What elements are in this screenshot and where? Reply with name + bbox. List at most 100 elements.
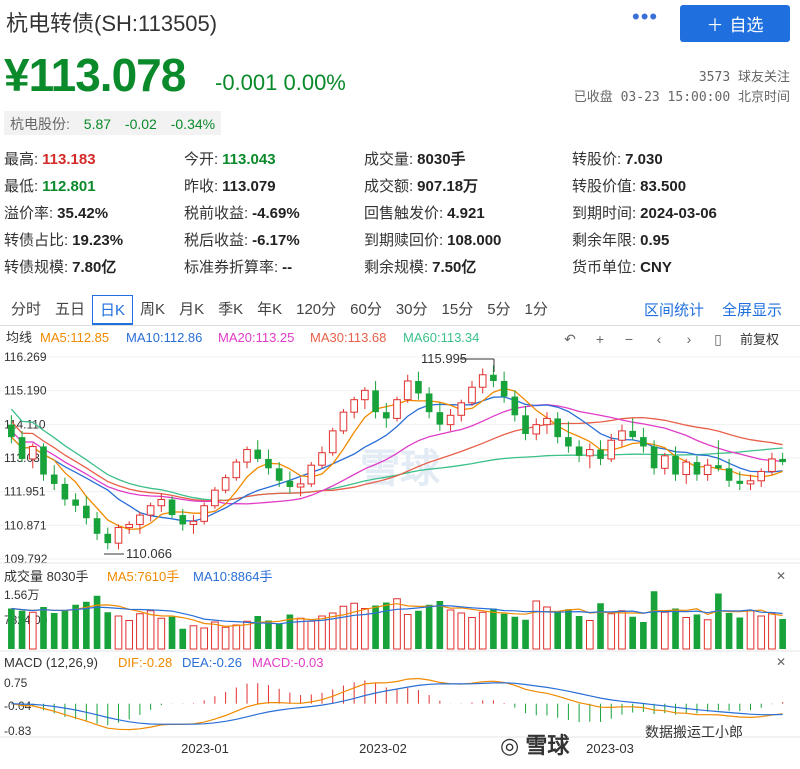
tab-daily-k[interactable]: 日K: [92, 294, 134, 325]
range-stats-link[interactable]: 区间统计: [643, 302, 704, 319]
reset-icon[interactable]: ↶: [564, 331, 576, 347]
volume-bar: [403, 614, 412, 650]
candle-type-icon[interactable]: ▯: [714, 331, 722, 347]
metric-remaining-years: 剩余年限: 0.95: [572, 232, 670, 249]
candle-body: [757, 470, 766, 482]
volume-bar: [40, 607, 47, 649]
tab-timeshare[interactable]: 分时: [11, 300, 42, 318]
volume-bar: [522, 619, 529, 649]
metric-conversion-value: 转股价值: 83.500: [572, 178, 687, 195]
candle-body: [179, 515, 187, 525]
volume-bar: [339, 605, 348, 650]
volume-bar: [693, 614, 701, 649]
candlesticks: [8, 365, 786, 550]
volume-bar: [650, 591, 658, 649]
tab-15min[interactable]: 15分: [441, 300, 474, 318]
adjust-mode[interactable]: 前复权: [740, 332, 779, 347]
macd-value: MACD:-0.03: [252, 655, 324, 670]
tab-60min[interactable]: 60分: [350, 300, 382, 318]
volume-bar: [189, 625, 198, 650]
zoom-out-icon[interactable]: −: [625, 331, 633, 347]
metric-row: 转债占比: 19.23% 税后收益: -6.17% 到期赎回价: 108.000 剩余…: [4, 226, 794, 253]
fullscreen-link[interactable]: 全屏显示: [721, 302, 782, 319]
candle-body: [275, 468, 283, 481]
candle-body: [265, 458, 272, 469]
volume-bar: [93, 595, 101, 649]
volume-bar: [275, 623, 283, 649]
candle-body: [328, 430, 337, 454]
metric-std-conversion: 标准券折算率: --: [184, 259, 293, 276]
candle-body: [146, 505, 155, 516]
price-change: -0.001 0.00%: [215, 70, 346, 95]
volume-bar: [328, 612, 337, 650]
candle-body: [232, 461, 241, 479]
zoom-in-icon[interactable]: +: [596, 331, 604, 347]
footer-brand-text: 雪球: [525, 733, 570, 758]
tab-yearly-k[interactable]: 年K: [257, 300, 283, 318]
candle-body: [339, 411, 348, 432]
metric-high: 最高: 113.183: [4, 151, 96, 168]
tab-5min[interactable]: 5分: [487, 300, 511, 318]
stock-chart[interactable]: 均线 MA5:112.85 MA10:112.86 MA20:113.25 MA…: [0, 327, 800, 769]
high-marker: 115.995: [421, 351, 495, 372]
candle-body: [393, 399, 401, 419]
dif-line: [11, 677, 783, 731]
volume-bar: [490, 608, 497, 649]
tab-quarterly-k[interactable]: 季K: [218, 300, 244, 318]
volume-bar: [243, 620, 251, 650]
volume-bar: [586, 620, 594, 650]
candle-body: [586, 449, 594, 457]
macd-ytick: -0.83: [4, 724, 32, 738]
tab-five-day[interactable]: 五日: [55, 300, 86, 318]
tab-120min[interactable]: 120分: [296, 300, 337, 318]
volume-bar: [18, 610, 26, 649]
volume-bar: [104, 612, 112, 649]
scroll-right-icon[interactable]: ›: [687, 331, 692, 347]
metric-bond-size: 转债规模: 7.80亿: [4, 259, 117, 276]
tab-1min[interactable]: 1分: [524, 300, 548, 318]
footer-author: 数据搬运工小郎: [645, 724, 743, 740]
volume-title: 成交量 8030手: [4, 569, 89, 584]
candle-body: [28, 445, 37, 460]
followers-count[interactable]: 3573 球友关注: [698, 70, 790, 85]
candle-body: [72, 499, 79, 506]
more-icon[interactable]: •••: [632, 4, 659, 29]
candle-body: [768, 458, 776, 472]
stock-change: -0.02: [124, 116, 157, 132]
volume-ma5: MA5:7610手: [107, 569, 179, 584]
candle-body: [243, 449, 251, 463]
metric-prev-close: 昨收: 113.079: [184, 178, 276, 195]
price-ytick: 115.190: [4, 384, 47, 398]
stock-price: 5.87: [83, 116, 112, 132]
metric-turnover: 成交额: 907.18万: [364, 178, 479, 195]
candle-body: [254, 449, 262, 459]
candle-body: [93, 518, 101, 534]
volume-bar: [703, 619, 712, 650]
volume-bar: [446, 609, 455, 650]
macd-ytick: 0.75: [4, 676, 28, 690]
candle-body: [618, 430, 626, 441]
volume-bar: [725, 613, 733, 649]
volume-bar: [50, 613, 58, 649]
volume-bar: [72, 604, 79, 649]
scroll-left-icon[interactable]: ‹: [657, 331, 662, 347]
tab-monthly-k[interactable]: 月K: [179, 300, 205, 318]
add-watchlist-button[interactable]: ＋ 自选: [680, 5, 790, 42]
volume-bar: [672, 608, 679, 649]
underlying-stock[interactable]: 杭电股份: 5.87 -0.02 -0.34%: [4, 111, 222, 135]
volume-bar: [393, 598, 401, 650]
candle-body: [565, 437, 572, 447]
metric-volume: 成交量: 8030手: [364, 151, 466, 168]
metric-bond-ratio: 转债占比: 19.23%: [4, 232, 124, 249]
volume-bar: [478, 611, 487, 650]
candle-body: [318, 452, 326, 466]
candle-body: [296, 483, 305, 488]
metric-putback-trigger: 回售触发价: 4.921: [364, 205, 485, 222]
macd-ytick: -0.04: [4, 699, 32, 713]
candle-body: [511, 396, 519, 416]
close-macd-icon[interactable]: ✕: [776, 655, 786, 669]
tab-30min[interactable]: 30分: [395, 300, 428, 318]
close-volume-icon[interactable]: ✕: [776, 569, 786, 583]
candle-body: [597, 449, 604, 459]
tab-weekly-k[interactable]: 周K: [140, 300, 166, 318]
